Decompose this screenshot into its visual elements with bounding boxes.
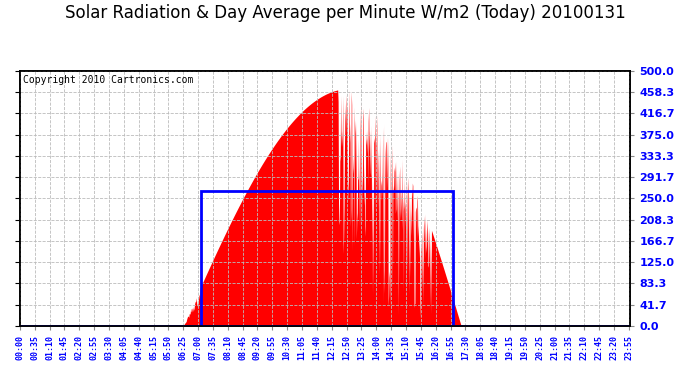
Text: Solar Radiation & Day Average per Minute W/m2 (Today) 20100131: Solar Radiation & Day Average per Minute…: [65, 4, 625, 22]
Text: Copyright 2010 Cartronics.com: Copyright 2010 Cartronics.com: [23, 75, 193, 85]
Bar: [201, 191, 453, 326]
